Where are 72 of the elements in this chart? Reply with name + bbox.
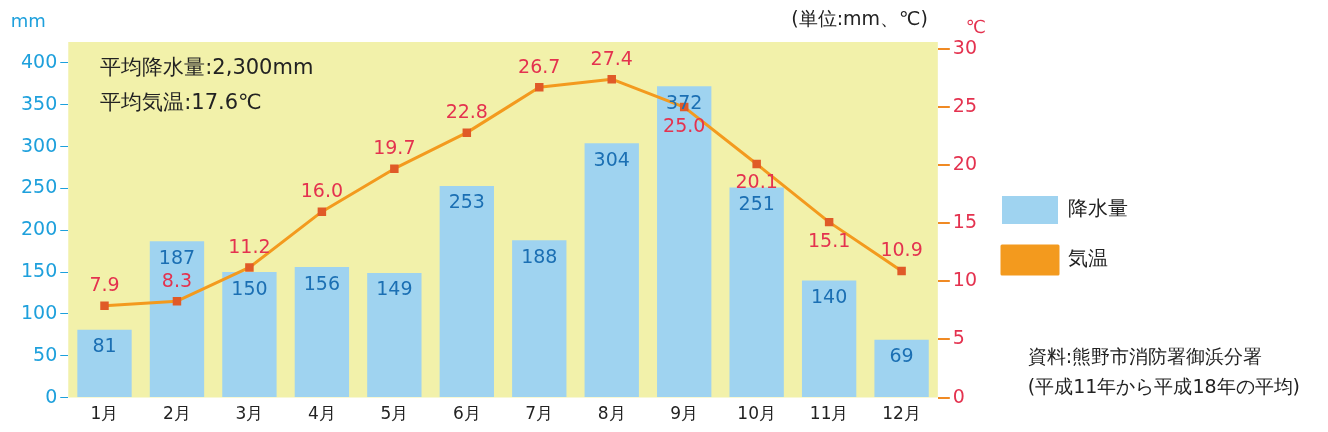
y2-tick-label: 5 bbox=[952, 326, 965, 349]
x-tick-label: 8月 bbox=[597, 403, 626, 424]
y2-tick-label: 15 bbox=[952, 210, 978, 233]
data-label: 81 bbox=[92, 334, 117, 357]
annotation: 平均気温:17.6℃ bbox=[100, 90, 262, 115]
bar bbox=[874, 339, 929, 398]
bar bbox=[439, 185, 494, 398]
y2-tick-label: 25 bbox=[952, 94, 978, 117]
x-tick-label: 12月 bbox=[882, 403, 921, 424]
bar bbox=[729, 187, 784, 398]
x-tick-label: 2月 bbox=[163, 403, 191, 424]
y2-tick-label: 30 bbox=[952, 35, 978, 58]
data-label: 11.2 bbox=[228, 234, 271, 257]
bar bbox=[584, 143, 639, 398]
data-label: 140 bbox=[811, 284, 848, 307]
x-tick-label: 11月 bbox=[809, 403, 849, 424]
data-label: 26.7 bbox=[518, 54, 561, 77]
y-tick-label: 250 bbox=[21, 175, 58, 198]
data-label: 304 bbox=[593, 147, 630, 170]
bar bbox=[367, 272, 422, 398]
bar bbox=[77, 329, 132, 398]
x-tick-label: 9月 bbox=[670, 403, 699, 424]
x-tick-label: 6月 bbox=[452, 403, 481, 424]
x-tick-label: 10月 bbox=[737, 403, 776, 424]
data-label: 251 bbox=[738, 192, 775, 215]
data-label: 15.1 bbox=[807, 228, 851, 251]
annotation: 平均降水量:2,300mm bbox=[100, 55, 314, 80]
x-tick-label: 1月 bbox=[90, 403, 119, 424]
bar bbox=[294, 267, 350, 398]
bar bbox=[657, 86, 712, 398]
data-label: 156 bbox=[303, 271, 341, 294]
data-label: 16.0 bbox=[300, 179, 344, 202]
x-tick-label: 7月 bbox=[525, 403, 554, 424]
data-label: 150 bbox=[231, 276, 268, 299]
data-label: 69 bbox=[889, 344, 914, 367]
y-tick-label: 150 bbox=[21, 259, 58, 282]
bar bbox=[149, 241, 205, 398]
x-tick-label: 3月 bbox=[235, 403, 264, 424]
data-label: 253 bbox=[448, 190, 485, 213]
data-label: 149 bbox=[376, 277, 413, 300]
data-label: 8.3 bbox=[161, 268, 193, 291]
y2-tick-label: 20 bbox=[952, 152, 978, 175]
data-label: 19.7 bbox=[373, 136, 416, 159]
legend-label: 気温 bbox=[1068, 246, 1108, 271]
bar bbox=[222, 272, 277, 398]
y-axis-title: mm bbox=[10, 9, 46, 31]
y-tick-label: 100 bbox=[21, 300, 58, 323]
y2-axis-title: ℃ bbox=[965, 15, 986, 37]
text: (平成11年から平成18年の平均) bbox=[1027, 374, 1301, 397]
data-label: 25.0 bbox=[663, 113, 706, 136]
y-tick-label: 350 bbox=[21, 91, 58, 114]
data-label: 187 bbox=[158, 245, 196, 268]
bar bbox=[801, 280, 857, 398]
y-tick-label: 300 bbox=[21, 133, 58, 156]
y-tick-label: 50 bbox=[33, 342, 58, 365]
legend-label: 降水量 bbox=[1068, 196, 1128, 221]
data-label: 22.8 bbox=[445, 100, 488, 123]
y2-tick-label: 0 bbox=[952, 384, 965, 407]
data-label: 10.9 bbox=[880, 238, 923, 261]
text: 資料:熊野市消防署御浜分署 bbox=[1027, 344, 1263, 367]
data-label: 20.1 bbox=[735, 170, 778, 193]
y-tick-label: 400 bbox=[21, 49, 58, 72]
text: (単位:mm、℃) bbox=[791, 7, 928, 30]
y-tick-label: 0 bbox=[45, 384, 58, 407]
x-tick-label: 4月 bbox=[307, 403, 336, 424]
data-label: 188 bbox=[521, 244, 558, 267]
bar bbox=[512, 240, 567, 398]
data-label: 7.9 bbox=[89, 273, 120, 296]
data-label: 27.4 bbox=[590, 46, 633, 69]
x-tick-label: 5月 bbox=[380, 403, 409, 424]
y2-tick-label: 10 bbox=[952, 268, 978, 291]
y-tick-label: 200 bbox=[21, 217, 58, 240]
